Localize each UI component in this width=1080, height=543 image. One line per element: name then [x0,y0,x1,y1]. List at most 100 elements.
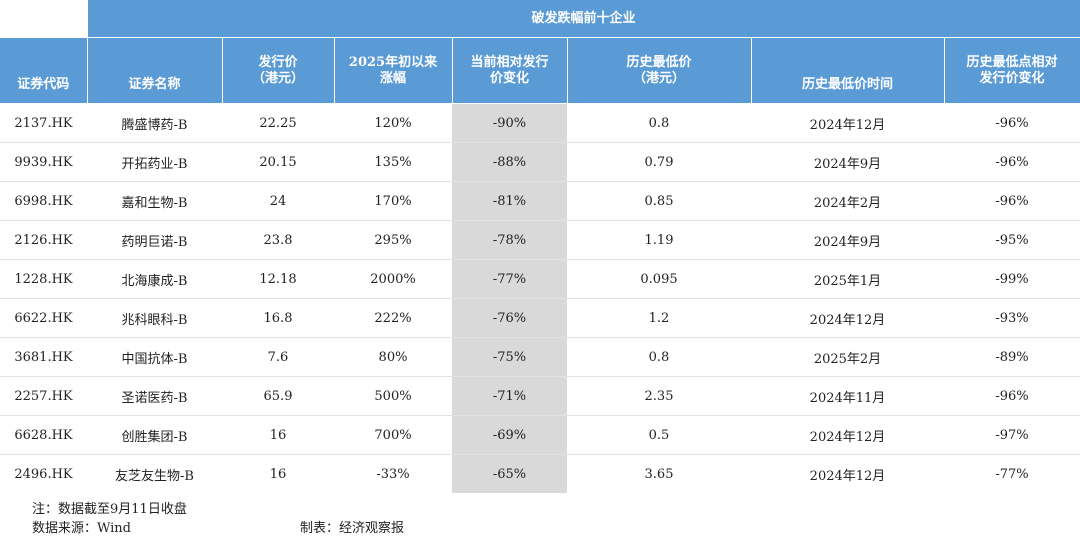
table-row: 6622.HK 兆科眼科-B 16.8 222% -76% 1.2 2024年12月 -93% [0,298,1080,338]
cell-low-date: 2024年12月 [751,298,944,338]
table-row: 6998.HK 嘉和生物-B 24 170% -81% 0.85 2024年2月 -96% [0,181,1080,221]
cell-ytd-change: 170% [334,181,452,221]
cell-name: 友芝友生物-B [115,468,194,484]
cell-historic-low: 3.65 [644,466,674,482]
col-header-current-vs-issue: 当前相对发行 价变化 [452,37,568,104]
table-row: 9939.HK 开拓药业-B 20.15 135% -88% 0.79 2024年9月 -96… [0,142,1080,182]
col-header-low-vs-issue: 历史最低点相对 发行价变化 [944,37,1080,104]
cell-issue-price: 24 [222,181,334,221]
cell-historic-low: 2.35 [567,376,751,416]
cell-current-vs-issue: -69% [452,415,567,455]
footer-credit: 制表：经济观察报 [300,521,405,536]
cell-code: 2257.HK [0,376,87,416]
cell-low-date: 2024年9月 [751,220,944,260]
header-corner-blank [0,0,88,38]
col-header-name: 证券名称 [87,37,223,104]
cell-historic-low: 1.2 [567,298,751,338]
cell-historic-low: 0.095 [567,259,751,299]
col-header-code: 证券代码 [0,37,88,104]
cell-low-vs-issue: -99% [944,259,1080,299]
table-row: 2496.HK 友芝友生物-B 16 -33% -65% 3.65 2024年12月 -77% [0,454,1080,493]
cell-code: 9939.HK [0,142,87,182]
cell-low-date: 2024年9月 [751,142,944,182]
cell-issue-price: 7.6 [222,337,334,377]
cell-ytd-change: 80% [334,337,452,377]
cell-name: 北海康成-B [87,259,222,299]
cell-historic-low: 0.8 [567,103,751,143]
cell-low-date: 2024年12月 [809,468,886,484]
cell-ytd-change: 135% [334,142,452,182]
cell-issue-price: 16 [222,415,334,455]
cell-name: 嘉和生物-B [87,181,222,221]
cell-name: 创胜集团-B [87,415,222,455]
cell-issue-price: 22.25 [222,103,334,143]
cell-low-vs-issue: -77% [995,466,1029,482]
cell-code: 2496.HK [14,466,73,482]
cell-ytd-change: 295% [334,220,452,260]
col-header-issue-price: 发行价 （港元） [222,37,335,104]
cell-current-vs-issue: -88% [452,142,567,182]
cell-low-date: 2025年1月 [751,259,944,299]
cell-current-vs-issue: -81% [452,181,567,221]
table-title: 破发跌幅前十企业 [87,0,1080,38]
cell-ytd-change: 500% [334,376,452,416]
cell-low-vs-issue: -96% [944,142,1080,182]
cell-name: 兆科眼科-B [87,298,222,338]
cell-historic-low: 0.85 [567,181,751,221]
cell-low-vs-issue: -93% [944,298,1080,338]
cell-historic-low: 0.8 [567,337,751,377]
cell-issue-price: 65.9 [222,376,334,416]
cell-low-vs-issue: -95% [944,220,1080,260]
table-row: 6628.HK 创胜集团-B 16 700% -69% 0.5 2024年12月 -97% [0,415,1080,455]
cell-current-vs-issue: -76% [452,298,567,338]
cell-code: 6622.HK [0,298,87,338]
cell-code: 6998.HK [0,181,87,221]
cell-issue-price: 16 [269,466,287,482]
cell-code: 2126.HK [0,220,87,260]
cell-name: 圣诺医药-B [87,376,222,416]
cell-name: 中国抗体-B [87,337,222,377]
cell-issue-price: 12.18 [222,259,334,299]
cell-code: 3681.HK [0,337,87,377]
cell-low-date: 2024年12月 [751,415,944,455]
cell-current-vs-issue: -65% [452,454,567,493]
table-row: 2126.HK 药明巨诺-B 23.8 295% -78% 1.19 2024年9月 -95% [0,220,1080,260]
col-header-low-date: 历史最低价时间 [751,37,945,104]
cell-historic-low: 0.79 [567,142,751,182]
table-row: 2137.HK 腾盛博药-B 22.25 120% -90% 0.8 2024年12月 -96… [0,103,1080,143]
cell-low-vs-issue: -96% [944,376,1080,416]
table-row: 2257.HK 圣诺医药-B 65.9 500% -71% 2.35 2024年11月 -96… [0,376,1080,416]
cell-issue-price: 23.8 [222,220,334,260]
cell-ytd-change: 700% [334,415,452,455]
cell-name: 腾盛博药-B [87,103,222,143]
cell-current-vs-issue: -75% [452,337,567,377]
col-header-historic-low: 历史最低价 （港元） [567,37,752,104]
cell-ytd-change: -33% [376,466,410,482]
cell-current-vs-issue: -71% [452,376,567,416]
cell-ytd-change: 222% [334,298,452,338]
footer-source: 数据来源：Wind [32,521,131,536]
table-body: 2137.HK 腾盛博药-B 22.25 120% -90% 0.8 2024年12月 -96… [0,103,1080,493]
cell-ytd-change: 120% [334,103,452,143]
footer-note: 注：数据截至9月11日收盘 [32,502,187,517]
data-table: 破发跌幅前十企业 证券代码 证券名称 发行价 （港元） 2025年初以来 涨幅 当前… [0,0,1080,493]
cell-name: 开拓药业-B [87,142,222,182]
cell-code: 2137.HK [0,103,87,143]
cell-low-vs-issue: -97% [944,415,1080,455]
cell-historic-low: 1.19 [567,220,751,260]
table-row: 1228.HK 北海康成-B 12.18 2000% -77% 0.095 2025年1月 -… [0,259,1080,299]
cell-low-date: 2024年12月 [751,103,944,143]
cell-ytd-change: 2000% [334,259,452,299]
cell-low-vs-issue: -96% [944,181,1080,221]
col-header-ytd-change: 2025年初以来 涨幅 [334,37,453,104]
cell-current-vs-issue: -77% [452,259,567,299]
cell-low-date: 2024年11月 [751,376,944,416]
cell-issue-price: 20.15 [222,142,334,182]
cell-low-vs-issue: -96% [944,103,1080,143]
cell-low-date: 2025年2月 [751,337,944,377]
cell-issue-price: 16.8 [222,298,334,338]
cell-low-vs-issue: -89% [944,337,1080,377]
cell-low-date: 2024年2月 [751,181,944,221]
cell-current-vs-issue: -78% [452,220,567,260]
cell-name: 药明巨诺-B [87,220,222,260]
